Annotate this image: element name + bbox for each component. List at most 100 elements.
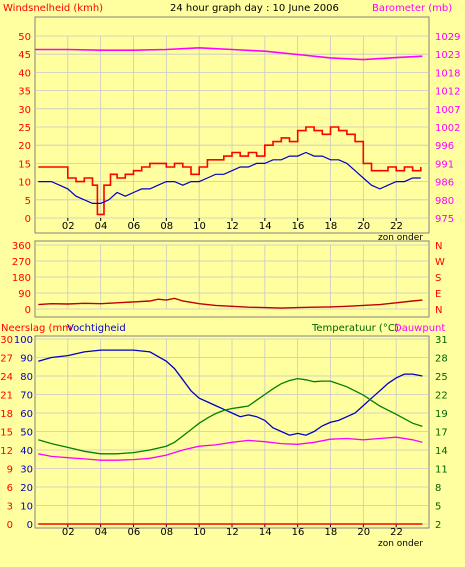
rain-tick-label: 21 (0, 391, 13, 402)
humidity-tick-label: 80 (20, 372, 33, 383)
wind-direction-series (38, 297, 423, 309)
humidity-tick-label: 100 (14, 335, 33, 346)
temperature-series (38, 377, 423, 455)
y-tick-label-left: 5 (25, 196, 31, 207)
header-title: 24 hour graph day : 10 June 2006 (170, 3, 339, 14)
barometer-series (35, 46, 423, 61)
x-tick-label: 18 (325, 221, 338, 232)
header-left-label: Windsnelheid (kmh) (3, 3, 103, 14)
rain-tick-label: 27 (0, 354, 13, 365)
x-tick-label: 14 (259, 221, 272, 232)
x-tick-label: 22 (390, 221, 403, 232)
rain-tick-label: 18 (0, 409, 13, 420)
y-tick-label-left: 20 (18, 141, 31, 152)
rain-label: Neerslag (mm (1, 323, 72, 334)
y-tick-label-right: 22 (435, 391, 448, 402)
x-tick-label: 02 (62, 527, 75, 538)
rain-tick-label: 30 (0, 335, 13, 346)
x-tick-label: 20 (357, 527, 370, 538)
y-tick-label-left: 15 (18, 159, 31, 170)
y-tick-label-right: 1002 (435, 123, 460, 134)
y-tick-label-right: 8 (435, 483, 441, 494)
y-tick-label-left: 50 (18, 32, 31, 43)
rain-tick-label: 3 (7, 502, 13, 513)
x-tick-label: 04 (95, 221, 108, 232)
humidity-tick-label: 20 (20, 483, 33, 494)
y-tick-label-left: 40 (18, 68, 31, 79)
x-tick-label: 10 (193, 221, 206, 232)
x-tick-label: 04 (95, 527, 108, 538)
y-tick-label-right: 31 (435, 335, 448, 346)
y-tick-label-right: 986 (435, 178, 454, 189)
x-tick-label: 18 (325, 527, 338, 538)
humidity-series (38, 349, 423, 436)
humidity-tick-label: 30 (20, 465, 33, 476)
y-tick-label-right: 2 (435, 520, 441, 531)
y-tick-label-left: 180 (12, 273, 31, 284)
header-right-label: Barometer (mb) (372, 3, 452, 14)
y-tick-label-right: 996 (435, 141, 454, 152)
y-tick-label-right: 1018 (435, 68, 460, 79)
x-tick-label: 22 (390, 527, 403, 538)
x-tick-label: 06 (128, 221, 141, 232)
y-tick-label-right: 14 (435, 446, 448, 457)
y-tick-label-left: 30 (18, 105, 31, 116)
y-tick-label-left: 10 (18, 178, 31, 189)
y-tick-label-right: 975 (435, 214, 454, 225)
y-tick-label-right: 25 (435, 372, 448, 383)
rain-tick-label: 6 (7, 483, 13, 494)
y-tick-label-right: 980 (435, 196, 454, 207)
x-tick-label: 16 (292, 221, 305, 232)
rain-tick-label: 24 (0, 372, 13, 383)
rain-tick-label: 9 (7, 465, 13, 476)
y-tick-label-right: 19 (435, 409, 448, 420)
x-tick-label: 02 (62, 221, 75, 232)
humidity-tick-label: 90 (20, 354, 33, 365)
wind-speed-series (38, 151, 421, 204)
y-tick-label-right: 5 (435, 502, 441, 513)
y-tick-label-right: 1007 (435, 105, 460, 116)
y-tick-label-right: 11 (435, 465, 448, 476)
x-tick-label: 06 (128, 527, 141, 538)
y-tick-label-left: 45 (18, 50, 31, 61)
humidity-tick-label: 50 (20, 428, 33, 439)
x-tick-label: 12 (226, 527, 239, 538)
y-tick-label-right: 991 (435, 159, 454, 170)
y-tick-label-right: N (435, 241, 442, 252)
x-tick-label: 20 (357, 221, 370, 232)
rain-tick-label: 0 (7, 520, 13, 531)
y-tick-label-left: 270 (12, 257, 31, 268)
x-tick-label: 16 (292, 527, 305, 538)
x-annotation: zon onder (378, 233, 423, 243)
humidity-tick-label: 0 (27, 520, 33, 531)
dewpoint-label: Dauwpunt (394, 323, 445, 334)
humidity-tick-label: 10 (20, 502, 33, 513)
rain-tick-label: 15 (0, 428, 13, 439)
humidity-tick-label: 40 (20, 446, 33, 457)
y-tick-label-right: E (435, 289, 441, 300)
y-tick-label-left: 0 (25, 305, 31, 316)
dewpoint-series (38, 436, 423, 461)
y-tick-label-left: 35 (18, 87, 31, 98)
y-tick-label-left: 90 (18, 289, 31, 300)
humidity-tick-label: 70 (20, 391, 33, 402)
y-tick-label-left: 25 (18, 123, 31, 134)
x-tick-label: 12 (226, 221, 239, 232)
y-tick-label-right: 28 (435, 354, 448, 365)
humidity-tick-label: 60 (20, 409, 33, 420)
y-tick-label-right: 1023 (435, 50, 460, 61)
y-tick-label-left: 360 (12, 241, 31, 252)
x-tick-label: 08 (160, 527, 173, 538)
humidity-label: Vochtigheid (67, 323, 126, 334)
rain-tick-label: 12 (0, 446, 13, 457)
y-tick-label-right: 1012 (435, 87, 460, 98)
y-tick-label-right: 17 (435, 428, 448, 439)
y-tick-label-right: N (435, 305, 442, 316)
wind-gust-series (38, 126, 422, 216)
y-tick-label-left: 0 (25, 214, 31, 225)
y-tick-label-right: S (435, 273, 441, 284)
x-annotation: zon onder (378, 539, 423, 549)
